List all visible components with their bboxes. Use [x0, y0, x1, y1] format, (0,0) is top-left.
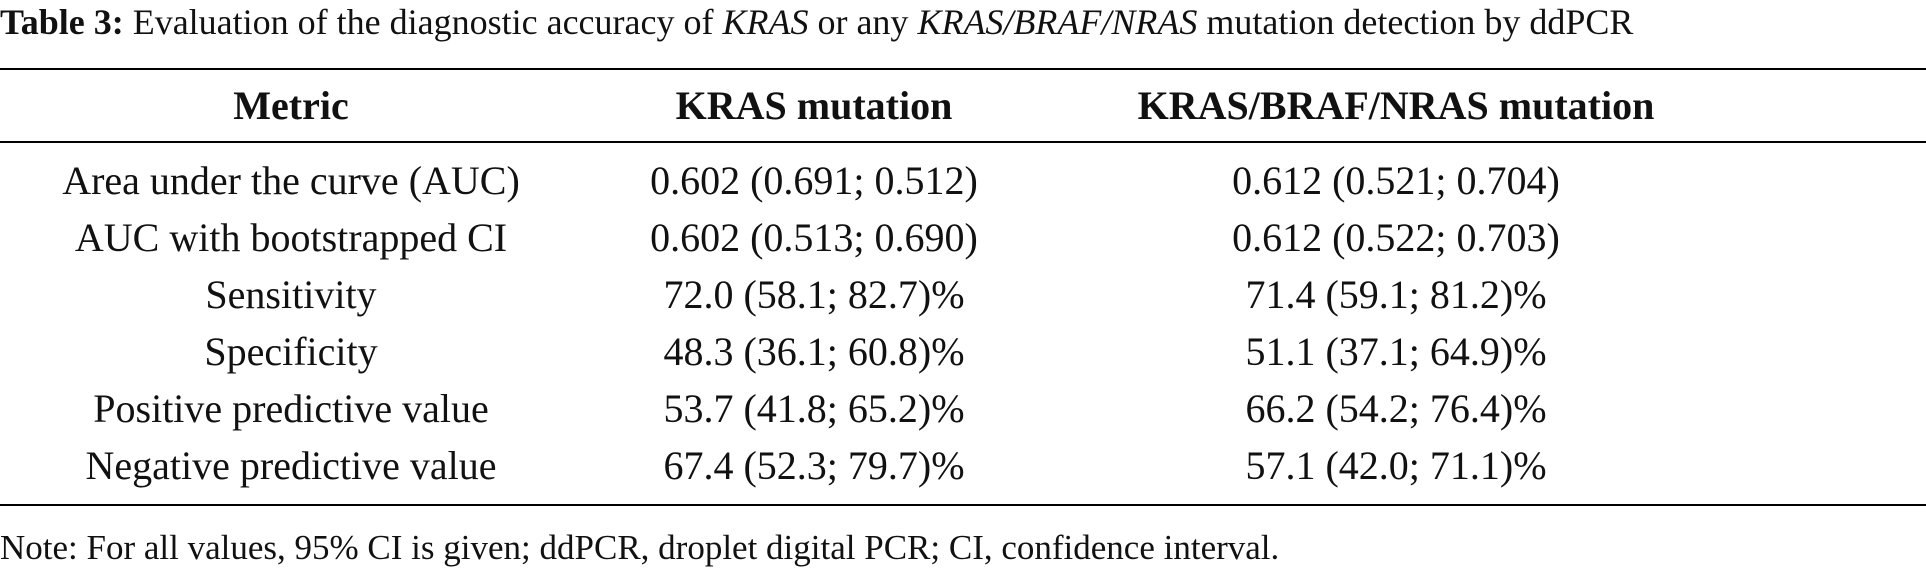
cell-metric: Specificity	[204, 329, 378, 374]
cell-kras: 67.4 (52.3; 79.7)%	[663, 443, 965, 488]
cell-kras: 0.602 (0.691; 0.512)	[650, 158, 978, 203]
caption-label: Table 3:	[0, 2, 124, 42]
cell-kras-braf-nras: 66.2 (54.2; 76.4)%	[1245, 386, 1547, 431]
cell-metric: Negative predictive value	[85, 443, 497, 488]
cell-metric: Positive predictive value	[93, 386, 489, 431]
header-kras-braf-nras-mutation: KRAS/BRAF/NRAS mutation	[1137, 83, 1655, 128]
cell-kras: 53.7 (41.8; 65.2)%	[663, 386, 965, 431]
cell-kras: 0.602 (0.513; 0.690)	[650, 215, 978, 260]
cell-kras-braf-nras: 0.612 (0.522; 0.703)	[1232, 215, 1560, 260]
table-header-rule	[0, 141, 1926, 143]
caption-gene-kras: KRAS	[722, 2, 809, 42]
table-bottom-rule	[0, 504, 1926, 506]
cell-kras: 48.3 (36.1; 60.8)%	[663, 329, 965, 374]
caption-text-3: mutation detection by ddPCR	[1197, 2, 1634, 42]
header-metric: Metric	[233, 83, 349, 128]
table-row: Area under the curve (AUC) 0.602 (0.691;…	[0, 153, 1926, 209]
cell-metric: Area under the curve (AUC)	[62, 158, 520, 203]
cell-kras-braf-nras: 51.1 (37.1; 64.9)%	[1245, 329, 1547, 374]
cell-metric: AUC with bootstrapped CI	[74, 215, 508, 260]
table-row: Sensitivity 72.0 (58.1; 82.7)% 71.4 (59.…	[0, 267, 1926, 323]
cell-kras: 72.0 (58.1; 82.7)%	[663, 272, 965, 317]
table-row: Negative predictive value 67.4 (52.3; 79…	[0, 438, 1926, 494]
cell-metric: Sensitivity	[205, 272, 377, 317]
table-top-rule	[0, 68, 1926, 70]
cell-kras-braf-nras: 57.1 (42.0; 71.1)%	[1245, 443, 1547, 488]
caption-text-1: Evaluation of the diagnostic accuracy of	[123, 2, 723, 42]
table-row: Positive predictive value 53.7 (41.8; 65…	[0, 381, 1926, 437]
table-header-row: Metric KRAS mutation KRAS/BRAF/NRAS muta…	[0, 82, 1926, 130]
cell-kras-braf-nras: 0.612 (0.521; 0.704)	[1232, 158, 1560, 203]
table-row: Specificity 48.3 (36.1; 60.8)% 51.1 (37.…	[0, 324, 1926, 380]
caption-text-2: or any	[808, 2, 918, 42]
header-kras-mutation: KRAS mutation	[675, 83, 953, 128]
table-row: AUC with bootstrapped CI 0.602 (0.513; 0…	[0, 210, 1926, 266]
caption-gene-panel: KRAS/BRAF/NRAS	[917, 2, 1198, 42]
table-caption: Table 3: Evaluation of the diagnostic ac…	[0, 2, 1926, 42]
table-note: Note: For all values, 95% CI is given; d…	[0, 528, 1280, 567]
cell-kras-braf-nras: 71.4 (59.1; 81.2)%	[1245, 272, 1547, 317]
